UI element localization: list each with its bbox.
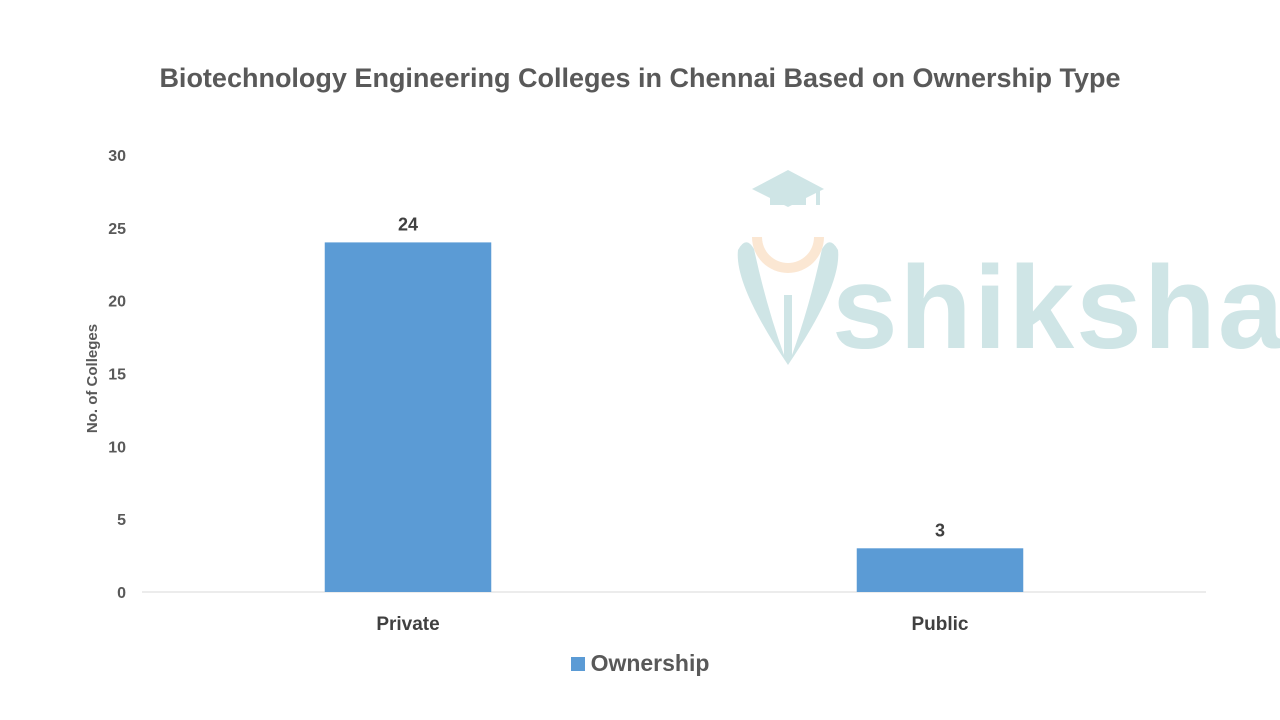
pen-nib-icon xyxy=(737,242,839,365)
chart-title: Biotechnology Engineering Colleges in Ch… xyxy=(159,63,1121,93)
watermark-text: shiksha xyxy=(832,242,1280,374)
data-labels: 24 3 xyxy=(398,214,945,540)
bar-private xyxy=(324,242,492,592)
y-tick-label: 15 xyxy=(108,367,126,384)
y-tick-label: 20 xyxy=(108,294,126,311)
category-label-public: Public xyxy=(911,614,968,635)
category-label-private: Private xyxy=(376,614,439,635)
y-tick-label: 25 xyxy=(108,221,126,238)
y-tick-label: 30 xyxy=(108,148,126,165)
bar-public xyxy=(856,548,1024,592)
bars xyxy=(324,242,1024,592)
y-tick-label: 10 xyxy=(108,439,126,456)
shiksha-logo-watermark xyxy=(737,170,839,365)
y-tick-label: 5 xyxy=(117,512,126,529)
y-tick-label: 0 xyxy=(117,585,126,602)
y-axis-title: No. of Colleges xyxy=(84,324,101,433)
legend-label: Ownership xyxy=(590,650,710,676)
category-labels: Private Public xyxy=(376,614,969,635)
data-label-public: 3 xyxy=(935,520,945,540)
y-axis-ticks: 0 5 10 15 20 25 30 xyxy=(108,148,126,602)
head-icon xyxy=(752,237,824,273)
data-label-private: 24 xyxy=(398,214,418,234)
legend-swatch xyxy=(570,656,585,671)
legend: Ownership xyxy=(0,650,1280,677)
